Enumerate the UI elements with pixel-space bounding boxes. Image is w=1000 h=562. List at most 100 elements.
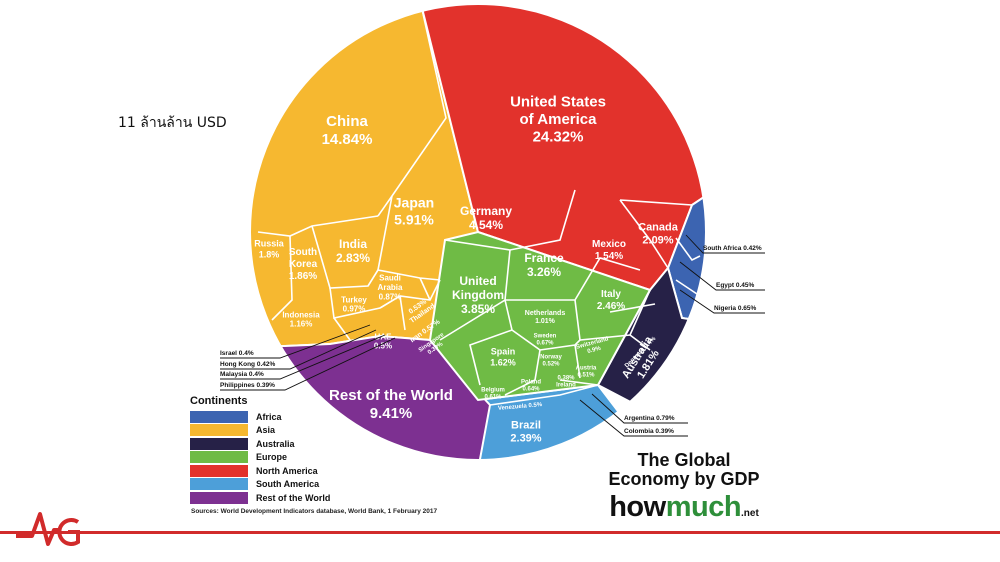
label-row: Rest of the World 9.41%	[329, 387, 453, 422]
label-line: 14.84%	[322, 131, 373, 148]
label-line: Italy	[601, 289, 621, 300]
label-line: 1.86%	[289, 270, 317, 281]
cell-border	[333, 317, 351, 341]
cell-border	[377, 4, 447, 217]
cell-border	[619, 199, 669, 269]
callout-leader	[591, 393, 688, 424]
label-uk: United Kingdom 3.85%	[452, 274, 504, 316]
caption: 11 ล้านล้าน USD	[118, 115, 227, 131]
legend-item: North America	[190, 464, 390, 477]
cell-border	[379, 279, 441, 309]
label-line: 1.16%	[290, 320, 313, 329]
label-line: India	[339, 237, 367, 251]
label-line: Canada	[638, 221, 679, 233]
label-turkey: Turkey 0.97%	[341, 295, 367, 313]
legend-item: Rest of the World	[190, 491, 390, 504]
label-line: Ireland	[556, 382, 576, 388]
label-france: France 3.26%	[524, 251, 564, 279]
legend-item: Europe	[190, 451, 390, 464]
label-line: Saudi	[379, 274, 401, 283]
bottom-rule	[0, 531, 1000, 534]
cell-border	[505, 257, 641, 301]
label-mexico: Mexico 1.54%	[592, 239, 626, 262]
callout-nigeria: Nigeria 0.65%	[714, 305, 756, 312]
cell-labels: United States of America 24.32% China 14.84%…	[254, 93, 679, 444]
legend-swatch	[190, 451, 248, 463]
logo-how: how	[609, 491, 666, 523]
ag-logo-icon	[16, 512, 80, 546]
legend-swatch	[190, 464, 248, 477]
label-line: 0.9%	[587, 345, 602, 355]
label-line: France	[524, 251, 564, 265]
label-line: 0.5%	[374, 342, 392, 351]
callout-leader	[685, 234, 765, 254]
label-line: Poland	[521, 379, 541, 385]
cell-border	[574, 289, 651, 341]
label-norway: Norway 0.52%	[540, 354, 562, 367]
logo-tld: .net	[741, 508, 759, 519]
label-line: Indonesia	[282, 310, 320, 319]
label-line: 2.09%	[642, 234, 673, 246]
label-line: China	[326, 113, 368, 130]
label-line: Germany	[460, 204, 512, 218]
label-line: Korea	[289, 259, 318, 270]
label-saudi: Saudi Arabia 0.87%	[378, 274, 403, 302]
callout-colombia: Colombia 0.39%	[624, 428, 674, 435]
callout-argentina: Argentina 0.79%	[624, 415, 675, 422]
label-line: 1.54%	[595, 251, 623, 262]
label-japan: Japan 5.91%	[394, 194, 435, 227]
label-line: Mexico	[592, 239, 626, 250]
label-germany: Germany 4.54%	[460, 204, 512, 232]
label-line: Arabia	[378, 283, 403, 292]
callout-leader	[220, 334, 386, 380]
cell-border	[629, 334, 651, 351]
label-poland: Poland 0.64%	[521, 379, 541, 392]
brand-block: The Global Economy by GDP howmuch.net	[594, 451, 774, 530]
label-line: Brazil	[511, 419, 541, 431]
label-line: 1.01%	[535, 318, 556, 325]
legend-title: Continents	[190, 395, 248, 407]
legend-item: Africa	[190, 410, 390, 423]
howmuch-logo: howmuch.net	[594, 491, 774, 530]
legend-label: Australia	[256, 438, 295, 449]
label-line: Rest of the World	[329, 387, 453, 404]
logo-much: much	[665, 491, 742, 523]
label-line: Spain	[491, 347, 516, 357]
callout-labels: South Africa 0.42% Egypt 0.45% Nigeria 0.6…	[220, 234, 765, 437]
label-korea: South Korea 1.86%	[289, 247, 318, 282]
label-line: 9.41%	[370, 405, 413, 422]
cell-border	[377, 195, 441, 281]
label-line: 1.8%	[259, 250, 280, 260]
callout-israel: Israel 0.4%	[220, 350, 254, 357]
label-line: 0.97%	[343, 305, 366, 314]
brand-title-line2: Economy by GDP	[608, 469, 760, 489]
label-line: United	[459, 274, 496, 288]
label-line: 0.61%	[484, 394, 502, 400]
label-line: 5.91%	[394, 211, 434, 227]
legend-item: South America	[190, 478, 390, 491]
label-line: United States	[510, 93, 606, 110]
callout-leader	[220, 324, 371, 359]
label-canada: Canada 2.09%	[638, 221, 679, 246]
label-line: 0.87%	[379, 293, 402, 302]
label-line: 0.51%	[577, 372, 595, 378]
cell-border	[504, 299, 541, 381]
callout-leader	[220, 329, 377, 370]
label-uae: UAE 0.5%	[374, 332, 392, 350]
label-line: 2.39%	[510, 432, 541, 444]
cell-border	[469, 329, 513, 386]
cell-border	[444, 189, 576, 251]
cell-border	[675, 279, 701, 297]
source-note: Sources: World Development Indicators da…	[191, 508, 438, 515]
label-belgium: Belgium 0.61%	[481, 387, 505, 400]
label-russia: Russia 1.8%	[254, 239, 285, 260]
legend-swatch	[190, 491, 248, 504]
label-line: Belgium	[481, 387, 505, 393]
callout-malaysia: Malaysia 0.4%	[220, 371, 264, 378]
callout-southafrica: South Africa 0.42%	[703, 245, 762, 252]
callout-egypt: Egypt 0.45%	[716, 282, 755, 289]
callout-leader	[220, 337, 396, 391]
label-line: 2.46%	[597, 301, 625, 312]
legend-item: Australia	[190, 437, 390, 450]
